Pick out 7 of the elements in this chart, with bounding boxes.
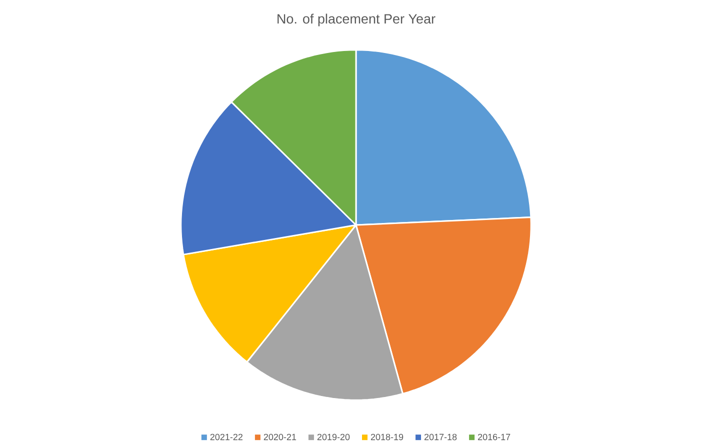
legend-label: 2018-19 bbox=[370, 434, 404, 440]
legend-label: 2017-18 bbox=[424, 434, 457, 440]
legend-label: 2020-21 bbox=[264, 434, 296, 440]
chart-title: No. of placement Per Year bbox=[278, 14, 436, 26]
legend-label: 2019-20 bbox=[317, 434, 350, 440]
legend-label: 2021-22 bbox=[210, 434, 242, 440]
legend-label: 2016-17 bbox=[478, 434, 510, 440]
